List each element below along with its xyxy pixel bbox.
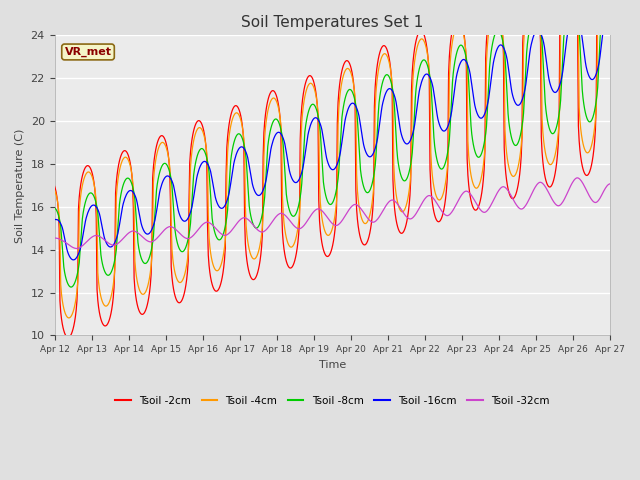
Legend: Tsoil -2cm, Tsoil -4cm, Tsoil -8cm, Tsoil -16cm, Tsoil -32cm: Tsoil -2cm, Tsoil -4cm, Tsoil -8cm, Tsoi… xyxy=(111,392,554,410)
Y-axis label: Soil Temperature (C): Soil Temperature (C) xyxy=(15,128,25,242)
Title: Soil Temperatures Set 1: Soil Temperatures Set 1 xyxy=(241,15,424,30)
Text: VR_met: VR_met xyxy=(65,47,111,57)
X-axis label: Time: Time xyxy=(319,360,346,370)
